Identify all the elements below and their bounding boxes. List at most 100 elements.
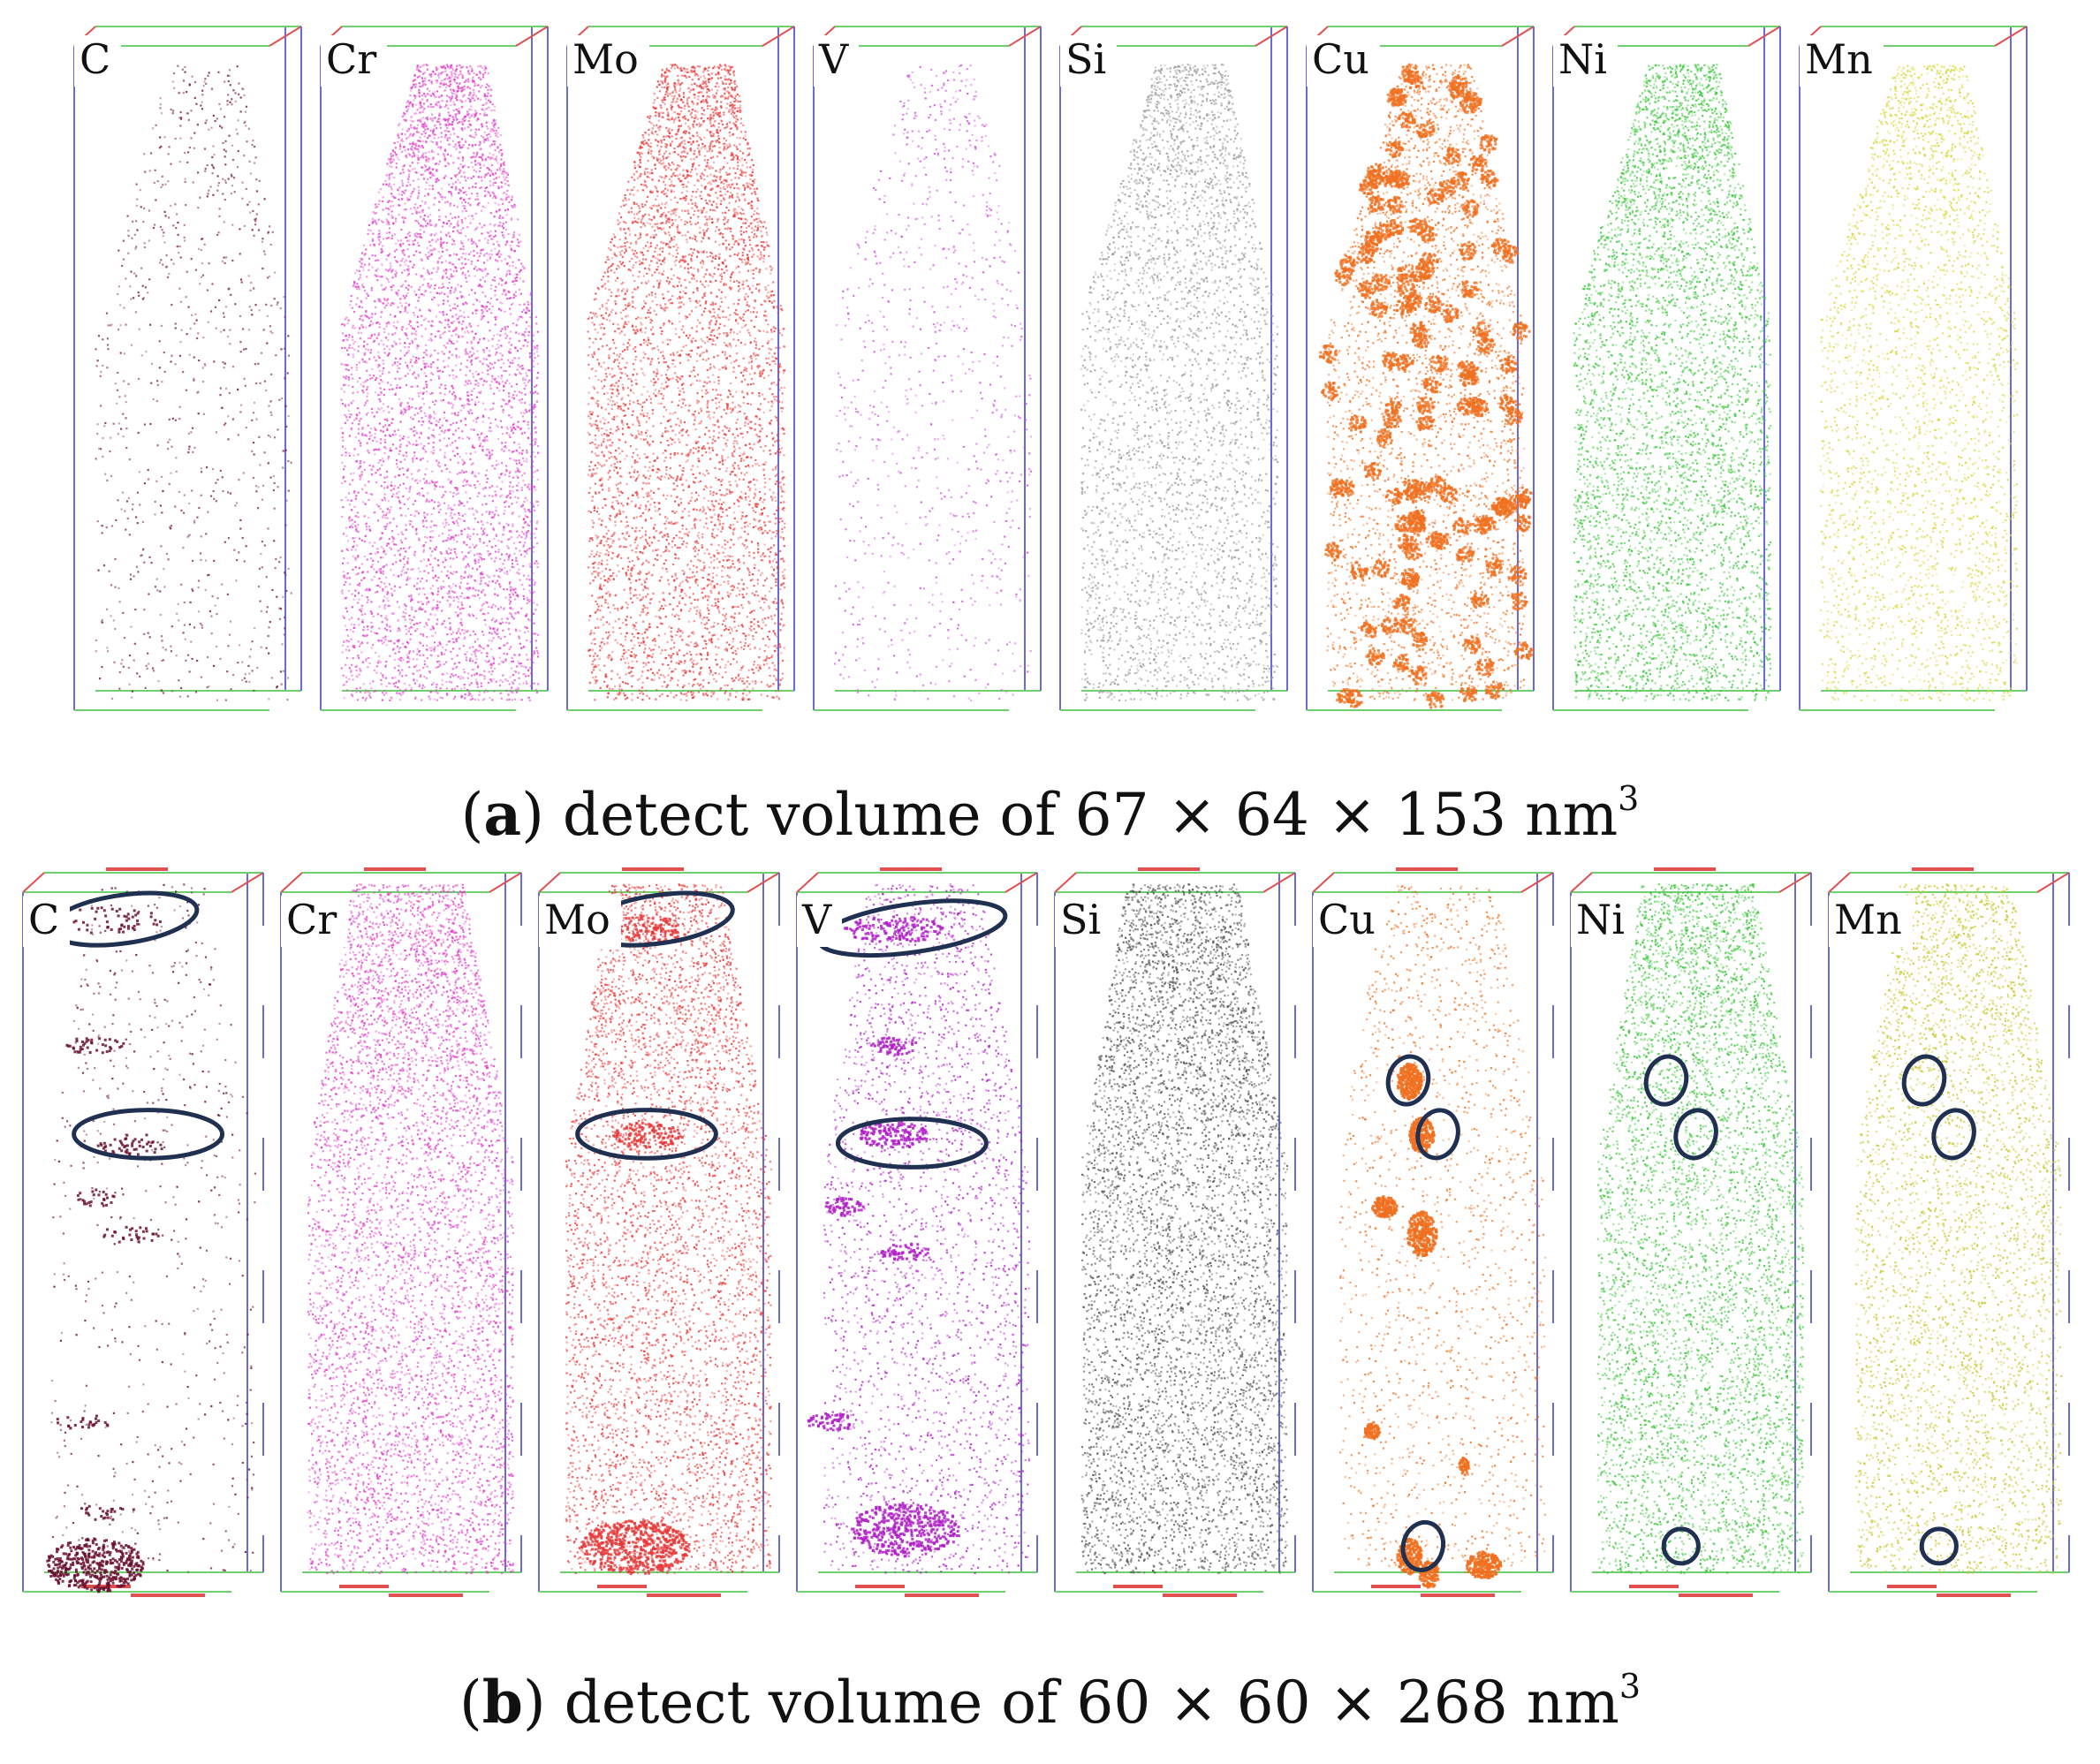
panel-b-row: C Cr Mo V Si Cu Ni Mn: [0, 866, 2100, 1616]
atom-map-cr: [277, 866, 525, 1599]
precipitate-cluster: [1457, 397, 1475, 416]
atom-map-panel-mn: Mn: [1825, 866, 2073, 1599]
atom-map-panel-v: V: [793, 866, 1041, 1599]
precipitate-cluster: [1416, 120, 1436, 138]
precipitate-cluster: [1514, 514, 1531, 533]
atom-map-cu: [1309, 866, 1557, 1599]
atom-dots: [823, 883, 1030, 1574]
precipitate-cluster: [1349, 414, 1367, 433]
element-label-cu: Cu: [1307, 35, 1380, 87]
atom-dots: [565, 883, 772, 1574]
precipitate-cluster: [1443, 147, 1460, 165]
element-label-mo: Mo: [539, 896, 621, 947]
precipitate-cluster: [1364, 462, 1382, 481]
precipitate-cluster: [1459, 686, 1477, 702]
atom-map-c: [71, 19, 305, 717]
element-label-mn: Mn: [1829, 896, 1913, 947]
caption-a-letter: a: [483, 780, 521, 849]
bounding-box: [1800, 26, 2027, 710]
precipitate-cluster: [851, 1502, 960, 1557]
element-label-cu: Cu: [1313, 896, 1386, 947]
element-label-v: V: [797, 896, 842, 947]
caption-b-text: detect volume of 60 × 60 × 268 nm: [565, 1669, 1619, 1737]
precipitate-cluster: [1371, 1195, 1399, 1218]
element-label-ni: Ni: [1553, 35, 1618, 87]
precipitate-cluster: [1385, 140, 1405, 158]
precipitate-cluster: [1339, 254, 1359, 272]
atom-map-v: [810, 19, 1044, 717]
precipitate-cluster: [1324, 541, 1342, 561]
precipitate-cluster: [1497, 498, 1515, 516]
atom-dots: [1597, 883, 1805, 1574]
atom-dots: [95, 65, 292, 701]
precipitate-cluster: [580, 1519, 691, 1575]
element-label-c: C: [23, 896, 70, 947]
element-label-cr: Cr: [281, 896, 347, 947]
element-label-mo: Mo: [567, 35, 649, 87]
atom-map-si: [1057, 19, 1291, 717]
caption-b-letter: b: [482, 1668, 523, 1737]
atom-dots: [1573, 64, 1772, 701]
precipitate-cluster: [77, 1189, 116, 1208]
atom-map-cr: [317, 19, 551, 717]
precipitate-cluster: [1405, 72, 1423, 89]
precipitate-cluster: [1387, 196, 1404, 215]
atom-map-panel-mo: Mo: [535, 866, 783, 1599]
precipitate-cluster: [1371, 274, 1391, 292]
precipitate-cluster: [1426, 691, 1444, 708]
precipitate-cluster: [825, 1197, 865, 1217]
precipitate-cluster: [1480, 134, 1498, 154]
precipitate-cluster: [1399, 617, 1417, 635]
atom-map-panel-si: Si: [1051, 866, 1299, 1599]
precipitate-cluster: [1397, 111, 1416, 129]
element-label-si: Si: [1055, 896, 1111, 947]
atom-map-mn: [1825, 866, 2073, 1599]
precipitate-cluster: [1441, 304, 1459, 322]
atom-map-panel-mn: Mn: [1796, 19, 2030, 717]
atom-map-panel-c: C: [71, 19, 305, 717]
element-label-si: Si: [1060, 35, 1117, 87]
atom-dots: [1339, 885, 1546, 1574]
precipitate-cluster: [46, 1538, 144, 1594]
precipitate-cluster: [1321, 382, 1340, 401]
precipitate-cluster: [1336, 480, 1355, 497]
element-label-cr: Cr: [321, 35, 387, 87]
precipitate-cluster: [807, 1412, 852, 1431]
precipitate-cluster: [1485, 557, 1503, 577]
caption-b: (b) detect volume of 60 × 60 × 268 nm3: [0, 1669, 2100, 1732]
precipitate-cluster: [1475, 658, 1494, 676]
precipitate-cluster: [102, 1226, 159, 1244]
atom-map-panel-cr: Cr: [277, 866, 525, 1599]
caption-a-text: detect volume of 67 × 64 × 153 nm: [563, 781, 1618, 849]
precipitate-cluster: [1385, 488, 1404, 505]
atom-map-ni: [1567, 866, 1815, 1599]
precipitate-cluster: [1423, 376, 1443, 393]
precipitate-cluster: [1368, 194, 1386, 212]
precipitate-cluster: [1350, 562, 1368, 580]
caption-a-superscript: 3: [1618, 779, 1639, 818]
precipitate-cluster: [1364, 1421, 1381, 1441]
atom-map-panel-c: C: [19, 866, 267, 1599]
precipitate-cluster: [1381, 617, 1399, 635]
precipitate-cluster: [1365, 647, 1384, 666]
caption-b-superscript: 3: [1619, 1667, 1641, 1706]
atom-dots: [50, 883, 256, 1572]
precipitate-cluster: [1459, 1457, 1470, 1476]
bounding-box: [814, 26, 1041, 710]
atom-map-panel-mo: Mo: [564, 19, 798, 717]
precipitate-cluster: [1480, 170, 1498, 188]
element-label-v: V: [814, 35, 859, 87]
atom-map-mo: [535, 866, 783, 1599]
highlight-ellipse: [1641, 1052, 1691, 1109]
atom-dots: [1080, 64, 1278, 701]
precipitate-cluster: [1466, 1551, 1503, 1579]
panel-a-row: C Cr Mo V Si Cu Ni Mn: [0, 0, 2100, 707]
precipitate-cluster: [57, 1415, 110, 1430]
element-label-ni: Ni: [1571, 896, 1635, 947]
atom-map-panel-cu: Cu: [1309, 866, 1557, 1599]
precipitate-cluster: [1470, 592, 1490, 609]
atom-dots: [1855, 883, 2063, 1574]
atom-map-panel-si: Si: [1057, 19, 1291, 717]
atom-map-panel-ni: Ni: [1550, 19, 1784, 717]
atom-dots: [834, 64, 1032, 701]
